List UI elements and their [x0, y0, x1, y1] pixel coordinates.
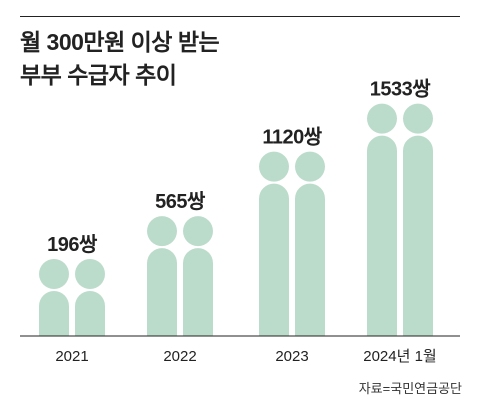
value-label-1: 565쌍 [155, 190, 206, 213]
chart-title-line-1: 월 300만원 이상 받는 [20, 29, 220, 55]
bar-2-person-1-body [295, 183, 325, 336]
bar-3-person-1-head [403, 103, 433, 134]
bar-1-person-1-body [183, 248, 213, 336]
x-tick-label-3: 2024년 1월 [363, 348, 436, 365]
chart-title-line-2: 부부 수급자 추이 [20, 62, 177, 88]
value-label-2: 1120쌍 [262, 126, 322, 149]
bar-2-person-0-body [259, 183, 289, 336]
bar-3-person-0-body [367, 135, 397, 336]
source-note: 자료=국민연금공단 [358, 381, 462, 396]
x-tick-label-0: 2021 [55, 348, 88, 365]
bar-0-person-0-head [39, 259, 69, 290]
bar-3-person-0-head [367, 103, 397, 134]
value-label-3: 1533쌍 [370, 78, 431, 101]
bar-1-person-1-head [183, 216, 213, 247]
top-rule [20, 16, 460, 17]
bar-1-person-0-head [147, 216, 177, 247]
chart-title: 월 300만원 이상 받는 부부 수급자 추이 [20, 26, 220, 92]
bar-0-person-1-head [75, 259, 105, 290]
value-label-0: 196쌍 [47, 233, 98, 256]
bar-0-person-1-body [75, 291, 105, 336]
bar-0-person-0-body [39, 291, 69, 336]
bar-3-person-1-body [403, 135, 433, 336]
bar-2-person-1-head [295, 151, 325, 182]
x-tick-label-2: 2023 [275, 348, 308, 365]
bar-1-person-0-body [147, 248, 177, 336]
bar-2-person-0-head [259, 151, 289, 182]
x-tick-label-1: 2022 [163, 348, 196, 365]
